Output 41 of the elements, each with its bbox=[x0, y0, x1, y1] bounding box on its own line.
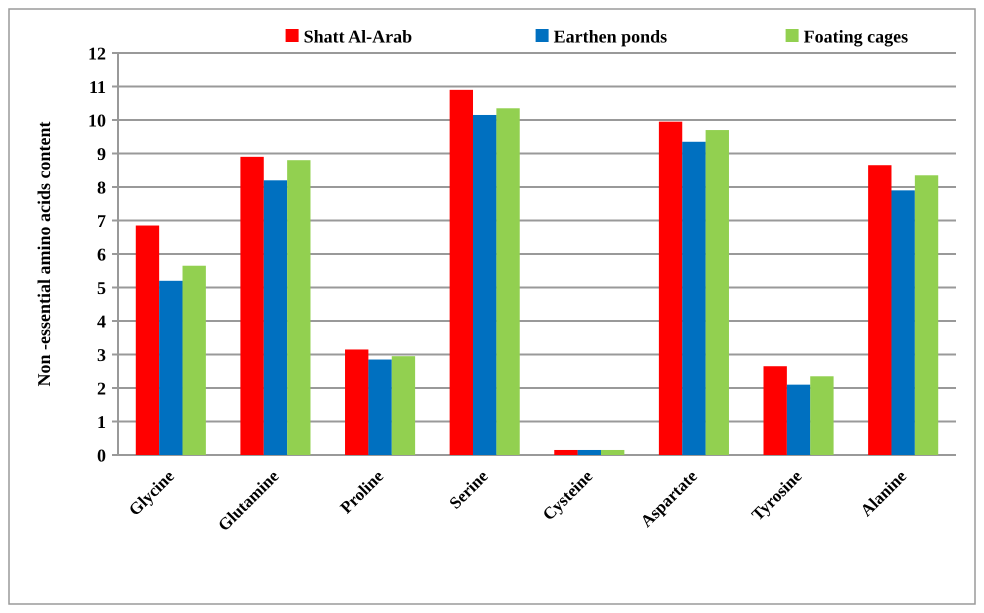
y-tick-label: 9 bbox=[97, 144, 106, 164]
legend-label: Earthen ponds bbox=[554, 26, 668, 46]
bar bbox=[392, 356, 416, 455]
legend-label: Shatt Al-Arab bbox=[304, 26, 412, 46]
bar bbox=[368, 360, 392, 455]
bar bbox=[682, 142, 706, 455]
y-tick-label: 12 bbox=[88, 43, 106, 64]
bar bbox=[891, 190, 915, 455]
y-tick-label: 11 bbox=[88, 76, 106, 97]
bar bbox=[496, 108, 520, 455]
y-tick-label: 4 bbox=[97, 311, 106, 332]
bar bbox=[578, 450, 601, 455]
y-axis-title: Non -essential amino acids content bbox=[34, 121, 54, 386]
y-tick-label: 10 bbox=[88, 110, 106, 130]
bar bbox=[914, 175, 938, 455]
bar bbox=[786, 384, 810, 455]
bar bbox=[240, 156, 264, 455]
bar bbox=[600, 450, 624, 455]
bar bbox=[182, 266, 206, 455]
y-tick-label: 5 bbox=[97, 278, 106, 298]
y-tick-label: 7 bbox=[97, 210, 106, 231]
bar bbox=[868, 165, 892, 455]
y-tick-label: 6 bbox=[97, 244, 106, 264]
bar bbox=[473, 114, 496, 455]
bar bbox=[764, 366, 787, 455]
y-tick-label: 0 bbox=[97, 445, 106, 466]
y-tick-label: 8 bbox=[97, 177, 106, 198]
bar bbox=[554, 450, 578, 455]
legend-label: Foating cages bbox=[804, 26, 908, 46]
y-tick-label: 3 bbox=[97, 344, 106, 365]
bar bbox=[345, 349, 368, 455]
bar bbox=[136, 226, 160, 455]
bar bbox=[706, 130, 729, 455]
bar bbox=[264, 180, 288, 455]
y-tick-label: 1 bbox=[97, 412, 106, 432]
y-tick-label: 2 bbox=[97, 378, 106, 398]
bar bbox=[159, 280, 183, 455]
bar bbox=[658, 122, 682, 455]
bar bbox=[287, 160, 310, 455]
bar bbox=[450, 90, 474, 455]
bar bbox=[810, 376, 834, 455]
